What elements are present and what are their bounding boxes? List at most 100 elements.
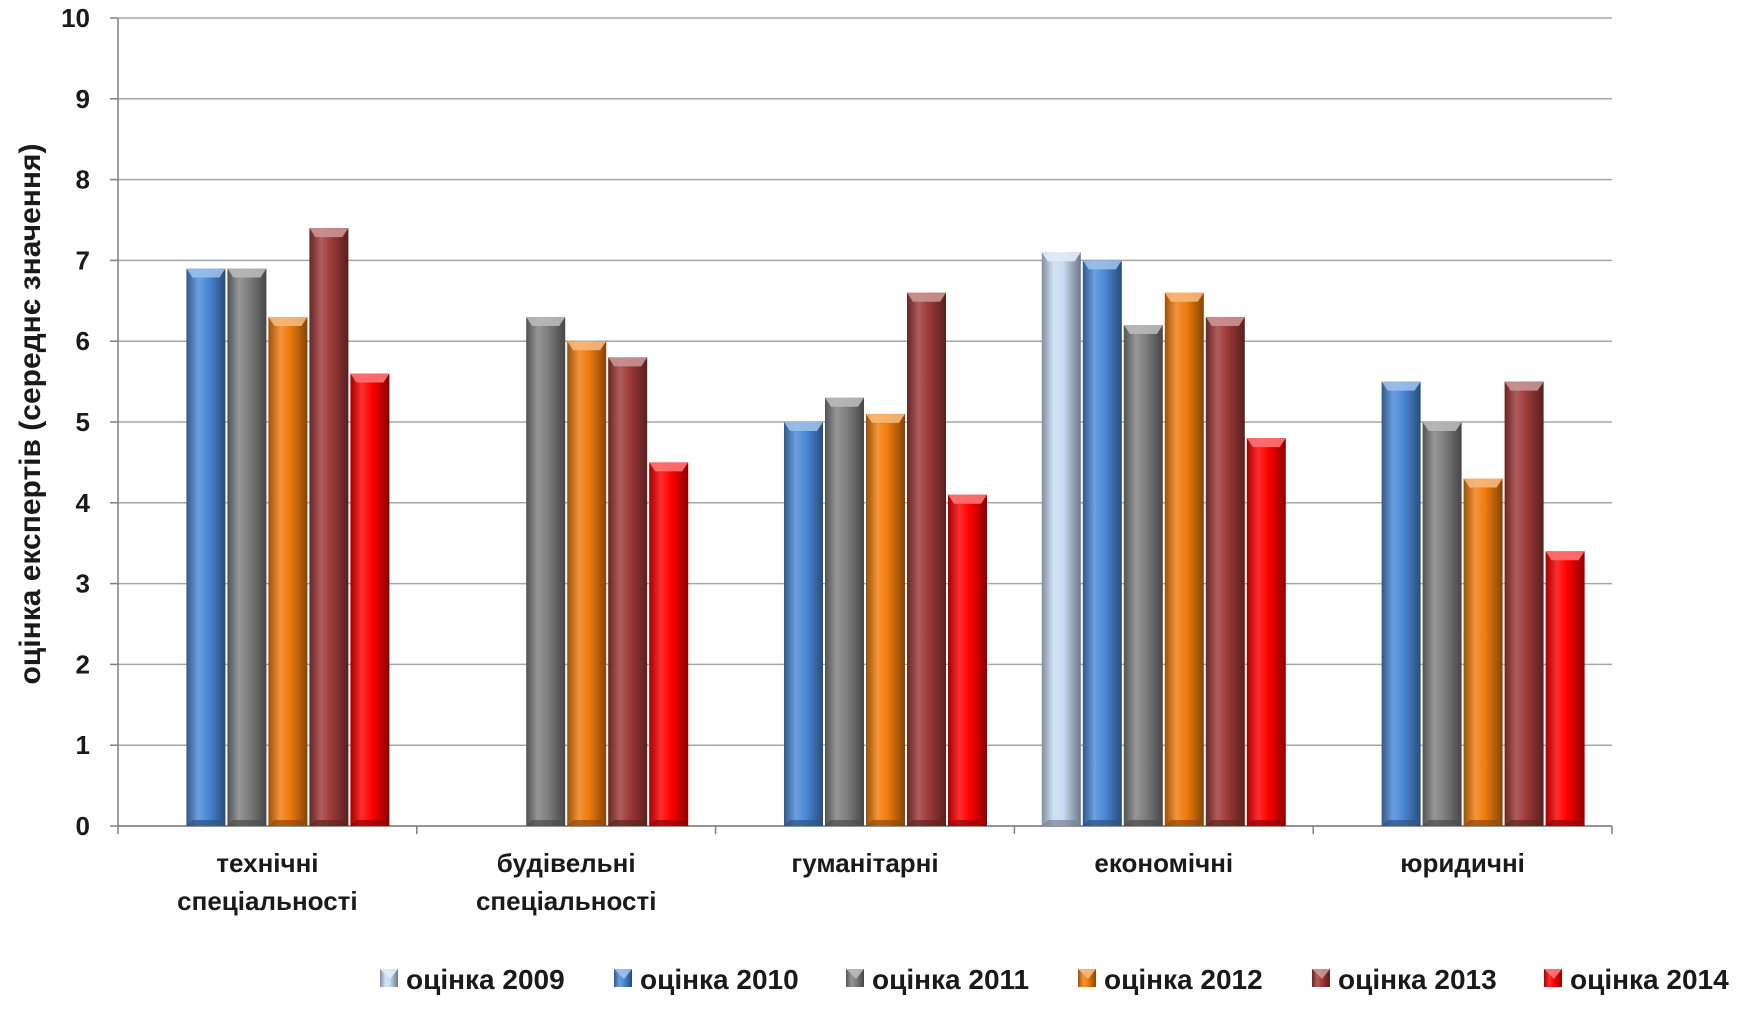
bar-body — [1041, 252, 1081, 826]
bar-bevel-bottom — [1381, 820, 1421, 826]
bar-bevel — [1082, 260, 1122, 270]
legend-swatch-bevel — [1544, 969, 1562, 979]
x-category-label: економічні — [1094, 848, 1233, 878]
bar-bevel — [268, 316, 308, 326]
bar — [567, 341, 607, 826]
bar-bevel — [1463, 478, 1503, 488]
y-tick-label: 8 — [76, 165, 90, 195]
bar — [907, 292, 946, 827]
bar-bevel-bottom — [649, 820, 689, 826]
bar-bevel — [309, 228, 349, 238]
legend-item: оцінка 2012 — [1078, 964, 1263, 995]
bar — [948, 494, 987, 826]
bar-bevel — [825, 397, 864, 407]
bar-body — [227, 268, 267, 827]
legend-label: оцінка 2011 — [872, 964, 1029, 995]
bar — [866, 413, 905, 826]
bar — [825, 397, 864, 826]
bar-body — [350, 373, 390, 826]
bar-bevel — [1246, 438, 1286, 448]
bar-body — [1164, 292, 1204, 827]
y-tick-label: 0 — [76, 811, 90, 841]
bar-bevel-bottom — [186, 820, 226, 826]
bar-body — [1545, 551, 1585, 826]
bar — [1381, 381, 1421, 826]
bar-bevel-bottom — [1504, 820, 1544, 826]
bar-bevel-bottom — [866, 820, 905, 826]
bar-body — [268, 316, 308, 826]
bar — [309, 228, 349, 826]
legend-swatch-bevel — [614, 969, 632, 979]
bar-bevel — [1123, 325, 1163, 335]
bar-body — [825, 397, 864, 826]
bar-body — [1463, 478, 1503, 826]
axis-labels: 0 1 2 3 4 5 6 7 8 9 10 технічні спеціальності будівел… — [61, 3, 1525, 916]
bar — [784, 422, 823, 826]
y-tick-label: 3 — [76, 569, 90, 599]
bar-bevel — [526, 316, 566, 326]
y-tick-label: 5 — [76, 407, 90, 437]
bar-bevel — [1041, 252, 1081, 262]
bar-body — [567, 341, 607, 826]
bar-body — [649, 462, 689, 826]
bar — [1164, 292, 1204, 827]
legend-swatch-bevel — [846, 969, 864, 979]
bar-bevel-bottom — [227, 820, 267, 826]
bar — [1082, 260, 1122, 826]
bar-bevel-bottom — [1463, 820, 1503, 826]
bar-bevel-bottom — [526, 820, 566, 826]
bar-bevel-bottom — [1041, 820, 1081, 826]
x-category-label: будівельні спеціальності — [476, 848, 656, 916]
bar-bevel — [948, 494, 987, 504]
bar-body — [784, 422, 823, 826]
bar-bevel-bottom — [1123, 820, 1163, 826]
bar-bevel — [1164, 292, 1204, 302]
legend-item: оцінка 2009 — [380, 964, 565, 995]
legend-swatch-bevel — [1312, 969, 1330, 979]
legend-item: оцінка 2011 — [846, 964, 1029, 995]
bar-body — [1205, 316, 1245, 826]
legend-label: оцінка 2009 — [406, 964, 565, 995]
bar-bevel — [866, 413, 905, 423]
bar-bevel-bottom — [268, 820, 308, 826]
bar-bevel-bottom — [309, 820, 349, 826]
bar-bevel-bottom — [907, 820, 946, 826]
bar — [268, 316, 308, 826]
legend-swatch-bevel — [1078, 969, 1096, 979]
bars — [186, 228, 1585, 827]
y-tick-label: 9 — [76, 84, 90, 114]
bar-bevel-bottom — [1545, 820, 1585, 826]
bar — [350, 373, 390, 826]
bar-bevel — [649, 462, 689, 472]
y-tick-label: 6 — [76, 326, 90, 356]
legend-label: оцінка 2014 — [1570, 964, 1729, 995]
bar-bevel — [186, 268, 226, 278]
bar — [1422, 422, 1462, 826]
bar-body — [1422, 422, 1462, 826]
x-category-label: юридичні — [1400, 848, 1525, 878]
bar-bevel — [1381, 381, 1421, 391]
bar — [1246, 438, 1286, 826]
legend-label: оцінка 2013 — [1338, 964, 1497, 995]
legend-item: оцінка 2010 — [614, 964, 799, 995]
bar — [608, 357, 648, 826]
bar-bevel-bottom — [948, 820, 987, 826]
bar — [1504, 381, 1544, 826]
bar — [1205, 316, 1245, 826]
bar-bevel — [567, 341, 607, 351]
bar-bevel — [1205, 316, 1245, 326]
bar — [526, 316, 566, 826]
y-tick-label: 7 — [76, 245, 90, 275]
bar — [1041, 252, 1081, 826]
legend-item: оцінка 2014 — [1544, 964, 1729, 995]
bar-body — [1246, 438, 1286, 826]
x-category-label: гуманітарні — [791, 848, 938, 878]
bar-bevel-bottom — [825, 820, 864, 826]
bar-body — [526, 316, 566, 826]
bar-body — [866, 413, 905, 826]
bar-body — [1504, 381, 1544, 826]
bar-bevel-bottom — [567, 820, 607, 826]
legend-label: оцінка 2012 — [1104, 964, 1263, 995]
